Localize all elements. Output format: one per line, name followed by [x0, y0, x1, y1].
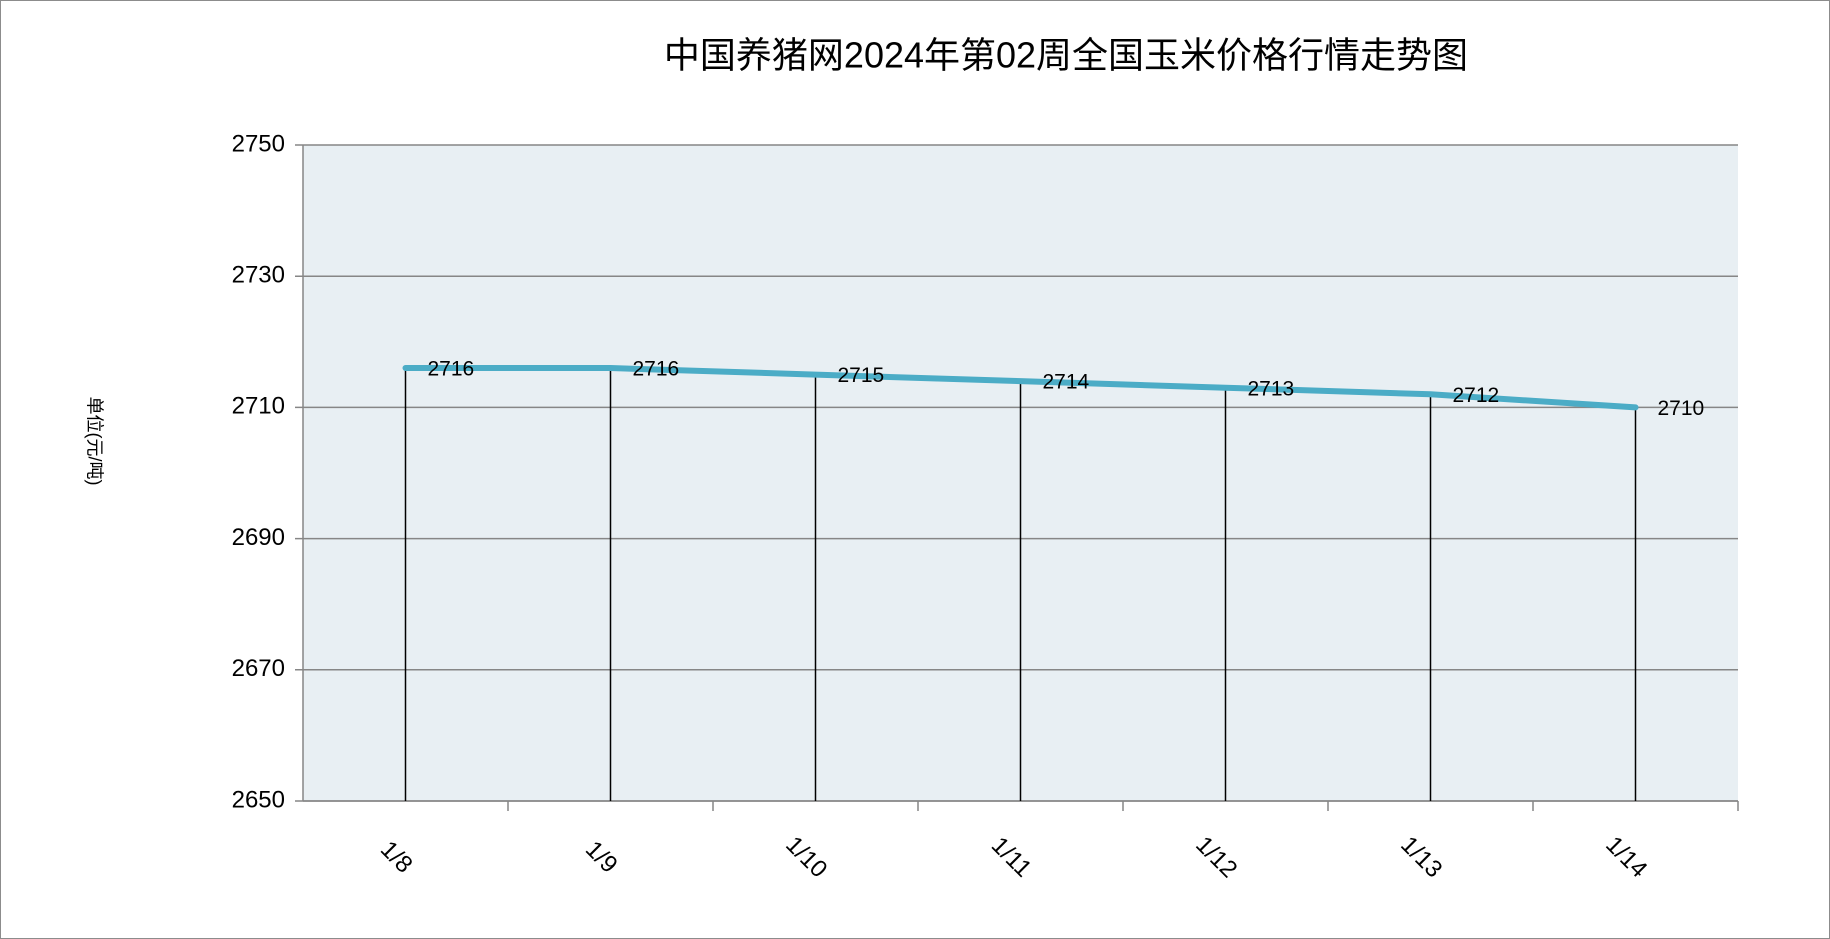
y-tick-label: 2730 [232, 262, 285, 289]
y-axis-label: 单位(元/吨) [84, 397, 104, 486]
data-label: 2713 [1248, 377, 1295, 400]
y-tick-label: 2670 [232, 655, 285, 682]
data-label: 2712 [1453, 384, 1500, 407]
data-label: 2716 [633, 358, 680, 381]
y-tick-label: 2750 [232, 130, 285, 157]
data-label: 2715 [838, 364, 885, 387]
y-tick-label: 2650 [232, 786, 285, 813]
data-label: 2716 [428, 358, 475, 381]
data-label: 2710 [1658, 397, 1705, 420]
series-line [402, 365, 1639, 411]
y-tick-label: 2710 [232, 393, 285, 420]
chart-title: 中国养猪网2024年第02周全国玉米价格行情走势图 [664, 35, 1468, 76]
data-label: 2714 [1043, 371, 1090, 394]
y-tick-label: 2690 [232, 524, 285, 551]
